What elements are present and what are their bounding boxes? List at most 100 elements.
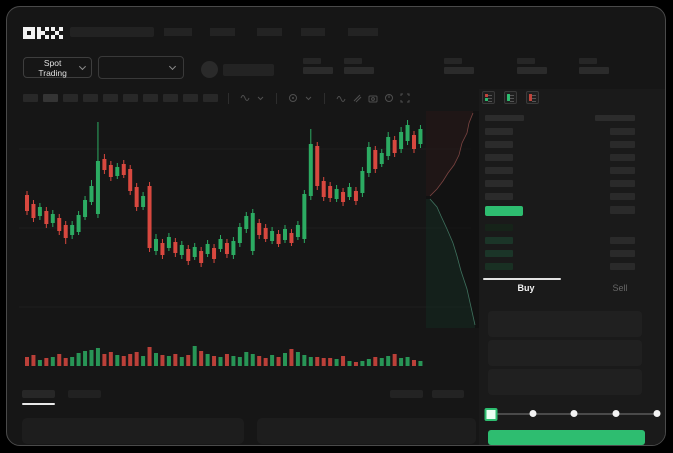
bid-row[interactable] <box>479 234 665 247</box>
timeframe-4[interactable] <box>83 94 98 102</box>
bid-row[interactable] <box>479 260 665 273</box>
timeframe-9[interactable] <box>183 94 198 102</box>
indicator-icon[interactable] <box>287 93 298 104</box>
bid-price-bar <box>485 263 513 270</box>
tab-sell[interactable]: Sell <box>612 283 628 293</box>
slider-stop[interactable] <box>529 410 536 417</box>
volume-bar <box>341 356 346 366</box>
bid-row[interactable] <box>479 247 665 260</box>
wave-icon[interactable] <box>239 93 250 104</box>
candle <box>315 146 320 186</box>
ask-price-bar <box>485 167 513 174</box>
total-input[interactable] <box>488 369 642 395</box>
depth-bids-area <box>426 199 475 328</box>
timeframe-5[interactable] <box>103 94 118 102</box>
timeframe-10[interactable] <box>203 94 218 102</box>
volume-bar <box>186 355 191 366</box>
stat-block-5 <box>579 58 619 74</box>
slider-handle[interactable] <box>484 408 498 421</box>
ask-row[interactable] <box>479 190 665 203</box>
nav-item-2[interactable] <box>210 28 235 36</box>
camera-icon[interactable] <box>367 93 378 104</box>
volume-bar <box>386 356 391 366</box>
order-book-asks <box>479 125 665 216</box>
amount-input[interactable] <box>488 340 642 366</box>
book-both-icon[interactable] <box>482 91 495 104</box>
volume-bar <box>154 353 158 366</box>
bid-price-bar <box>485 237 513 244</box>
volume-bar <box>218 357 223 366</box>
volume-bar <box>212 356 217 366</box>
candle <box>147 186 152 248</box>
candle <box>321 181 326 197</box>
timeframe-7[interactable] <box>143 94 158 102</box>
orders-tab-indicator <box>22 403 55 405</box>
candle <box>276 234 281 244</box>
volume-bar <box>257 356 262 366</box>
candle <box>244 216 249 229</box>
tab-buy[interactable]: Buy <box>517 283 535 293</box>
ask-price-bar <box>485 141 513 148</box>
volume-bar <box>289 349 294 366</box>
ask-row[interactable] <box>479 177 665 190</box>
volume-bar <box>418 361 423 366</box>
volume-bar <box>121 356 126 366</box>
bottom-action-1[interactable] <box>390 390 423 398</box>
volume-bar <box>308 357 313 366</box>
candle <box>173 242 178 253</box>
amount-slider[interactable] <box>484 407 661 421</box>
dial-icon[interactable] <box>383 93 394 104</box>
chevron-down-icon[interactable] <box>303 93 314 104</box>
nav-item-4[interactable] <box>301 28 325 36</box>
candle <box>31 204 36 218</box>
ask-row[interactable] <box>479 151 665 164</box>
expand-icon[interactable] <box>399 93 410 104</box>
bid-price-bar <box>485 224 513 231</box>
ask-amount-bar <box>610 141 635 148</box>
chevron-down-icon[interactable] <box>255 93 266 104</box>
app-window: OKX Spot Trading <box>6 6 666 446</box>
orders-tab-active[interactable] <box>22 390 55 398</box>
candle <box>134 187 139 207</box>
nav-item-1[interactable] <box>164 28 192 36</box>
timeframe-1[interactable] <box>23 94 38 102</box>
line-tool-icon[interactable] <box>335 93 346 104</box>
ask-row[interactable] <box>479 138 665 151</box>
price-input[interactable] <box>488 311 642 337</box>
nav-item-3[interactable] <box>257 28 282 36</box>
nav-item-5[interactable] <box>348 28 378 36</box>
candle <box>386 137 391 156</box>
candle <box>166 237 171 248</box>
candle <box>412 135 416 149</box>
ask-row[interactable] <box>479 164 665 177</box>
book-asks-icon[interactable] <box>526 91 539 104</box>
timeframe-6[interactable] <box>123 94 138 102</box>
slider-stop[interactable] <box>612 410 619 417</box>
timeframe-3[interactable] <box>63 94 78 102</box>
bottom-action-2[interactable] <box>432 390 464 398</box>
candlestick-chart <box>19 111 479 366</box>
bid-amount-bar <box>610 263 635 270</box>
last-price-row[interactable] <box>479 205 665 219</box>
history-tab[interactable] <box>68 390 101 398</box>
volume-bar <box>44 358 49 366</box>
slider-stop[interactable] <box>570 410 578 417</box>
hatch-icon[interactable] <box>351 93 362 104</box>
pair-icon <box>201 61 218 78</box>
candle <box>231 241 236 255</box>
okx-logo[interactable]: OKX <box>23 26 63 44</box>
search-placeholder[interactable] <box>70 27 154 37</box>
pair-selector[interactable] <box>98 56 184 79</box>
timeframe-8[interactable] <box>163 94 178 102</box>
last-price-pill <box>485 206 523 216</box>
slider-stop[interactable] <box>653 410 661 417</box>
timeframe-2-selected[interactable] <box>43 94 58 102</box>
divider <box>228 92 229 104</box>
ask-row[interactable] <box>479 125 665 138</box>
bid-row[interactable] <box>479 221 665 234</box>
buy-submit-button[interactable] <box>488 430 645 445</box>
market-type-selector[interactable]: Spot Trading <box>23 57 92 78</box>
volume-bar <box>366 359 371 366</box>
book-bids-icon[interactable] <box>504 91 517 104</box>
candle <box>63 225 68 238</box>
